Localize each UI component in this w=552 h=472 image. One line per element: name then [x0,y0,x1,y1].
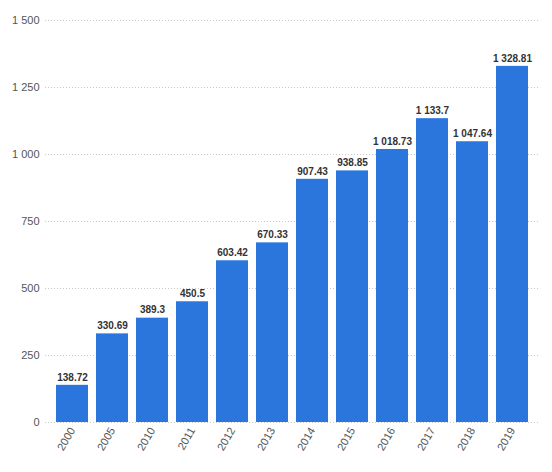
svg-text:1 047.64: 1 047.64 [453,128,492,139]
svg-text:907.43: 907.43 [297,166,328,177]
svg-text:2014: 2014 [295,425,318,452]
svg-text:670.33: 670.33 [257,229,288,240]
svg-text:500: 500 [21,282,39,294]
svg-text:2000: 2000 [55,425,78,452]
svg-text:389.3: 389.3 [140,304,165,315]
svg-text:2005: 2005 [95,425,118,452]
svg-text:938.85: 938.85 [337,157,368,168]
svg-text:2015: 2015 [335,425,358,452]
svg-text:2011: 2011 [175,425,197,451]
svg-text:1 250: 1 250 [12,81,40,93]
svg-text:750: 750 [21,215,39,227]
svg-text:0: 0 [33,416,39,428]
svg-text:1 000: 1 000 [12,148,40,160]
svg-text:2012: 2012 [215,425,238,452]
svg-text:2016: 2016 [375,425,398,452]
svg-text:250: 250 [21,349,39,361]
svg-text:2019: 2019 [495,425,518,452]
svg-text:2018: 2018 [455,425,478,452]
svg-text:1 018.73: 1 018.73 [373,136,412,147]
svg-text:450.5: 450.5 [180,288,205,299]
svg-text:2017: 2017 [415,425,438,452]
svg-text:1 133.7: 1 133.7 [416,105,450,116]
svg-text:1 328.81: 1 328.81 [493,53,532,64]
svg-text:2013: 2013 [255,425,278,452]
svg-text:330.69: 330.69 [97,320,128,331]
svg-text:1 500: 1 500 [12,14,40,26]
svg-text:138.72: 138.72 [57,372,88,383]
svg-text:2010: 2010 [135,425,158,452]
svg-text:603.42: 603.42 [217,247,248,258]
